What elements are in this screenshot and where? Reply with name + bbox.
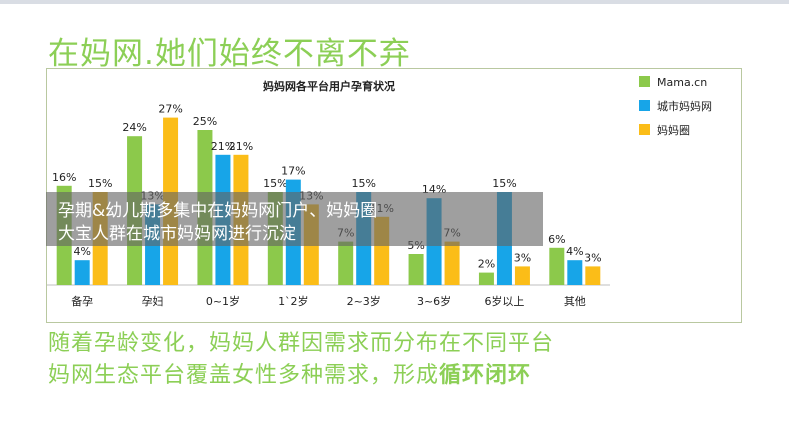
data-label-1-2: 24% xyxy=(122,121,146,134)
callout-line-2: 大宝人群在城市妈妈网进行沉淀 xyxy=(58,224,296,244)
legend-swatch-3 xyxy=(639,124,650,135)
bar-2-1 xyxy=(74,260,90,285)
data-label-3-1: 15% xyxy=(88,177,112,190)
legend-swatch-1 xyxy=(639,76,650,87)
chart-title: 妈妈网各平台用户孕育状况 xyxy=(263,79,395,93)
bar-1-7 xyxy=(478,272,494,285)
x-tick-label-6: 3~6岁 xyxy=(417,294,451,308)
legend-label-3: 妈妈圈 xyxy=(657,123,690,137)
bar-1-8 xyxy=(549,247,565,285)
x-tick-label-2: 孕妇 xyxy=(142,295,164,308)
slide-title: 在妈网.她们始终不离不弃 xyxy=(48,36,411,72)
bar-3-8 xyxy=(585,266,601,285)
x-tick-label-7: 6岁以上 xyxy=(484,294,524,308)
callout-line-1: 孕期&幼儿期多集中在妈妈网门户、妈妈圈 xyxy=(58,201,378,221)
x-tick-label-3: 0~1岁 xyxy=(206,294,240,308)
x-tick-label-1: 备孕 xyxy=(71,294,93,308)
data-label-1-3: 25% xyxy=(193,115,217,128)
data-label-1-8: 6% xyxy=(548,233,565,246)
data-label-1-1: 16% xyxy=(52,171,76,184)
bar-1-5 xyxy=(338,241,354,285)
data-label-3-3: 21% xyxy=(229,140,253,153)
summary-line-2: 妈网生态平台覆盖女性多种需求，形成循环闭环 xyxy=(48,357,531,389)
data-label-2-8: 4% xyxy=(566,245,583,258)
bar-3-7 xyxy=(514,266,530,285)
callout-overlay: 孕期&幼儿期多集中在妈妈网门户、妈妈圈 大宝人群在城市妈妈网进行沉淀 xyxy=(46,192,543,246)
data-label-2-4: 17% xyxy=(281,165,305,178)
data-label-3-7: 3% xyxy=(514,251,531,264)
summary-line-2-highlight: 循环闭环 xyxy=(439,363,532,388)
legend-label-2: 城市妈妈网 xyxy=(657,99,712,113)
legend-swatch-2 xyxy=(639,100,650,111)
bar-1-6 xyxy=(408,254,424,285)
x-tick-label-5: 2~3岁 xyxy=(347,294,381,308)
data-label-1-7: 2% xyxy=(478,258,495,271)
data-label-3-8: 3% xyxy=(584,251,601,264)
bar-3-6 xyxy=(444,241,460,285)
summary-line-1: 随着孕龄变化，妈妈人群因需求而分布在不同平台 xyxy=(48,331,555,356)
data-label-2-1: 4% xyxy=(73,245,90,258)
summary-line-2-prefix: 妈网生态平台覆盖女性多种需求，形成 xyxy=(48,363,440,388)
legend-label-1: Mama.cn xyxy=(657,76,707,89)
data-label-3-2: 27% xyxy=(158,103,182,116)
data-label-1-4: 15% xyxy=(263,177,287,190)
data-label-2-5: 15% xyxy=(351,177,375,190)
data-label-2-7: 15% xyxy=(492,177,516,190)
top-accent-bar xyxy=(0,0,789,4)
x-tick-label-8: 其他 xyxy=(564,295,586,308)
x-tick-label-4: 1`2岁 xyxy=(278,294,309,308)
data-label-2-3: 21% xyxy=(211,140,235,153)
bar-2-8 xyxy=(567,260,583,285)
